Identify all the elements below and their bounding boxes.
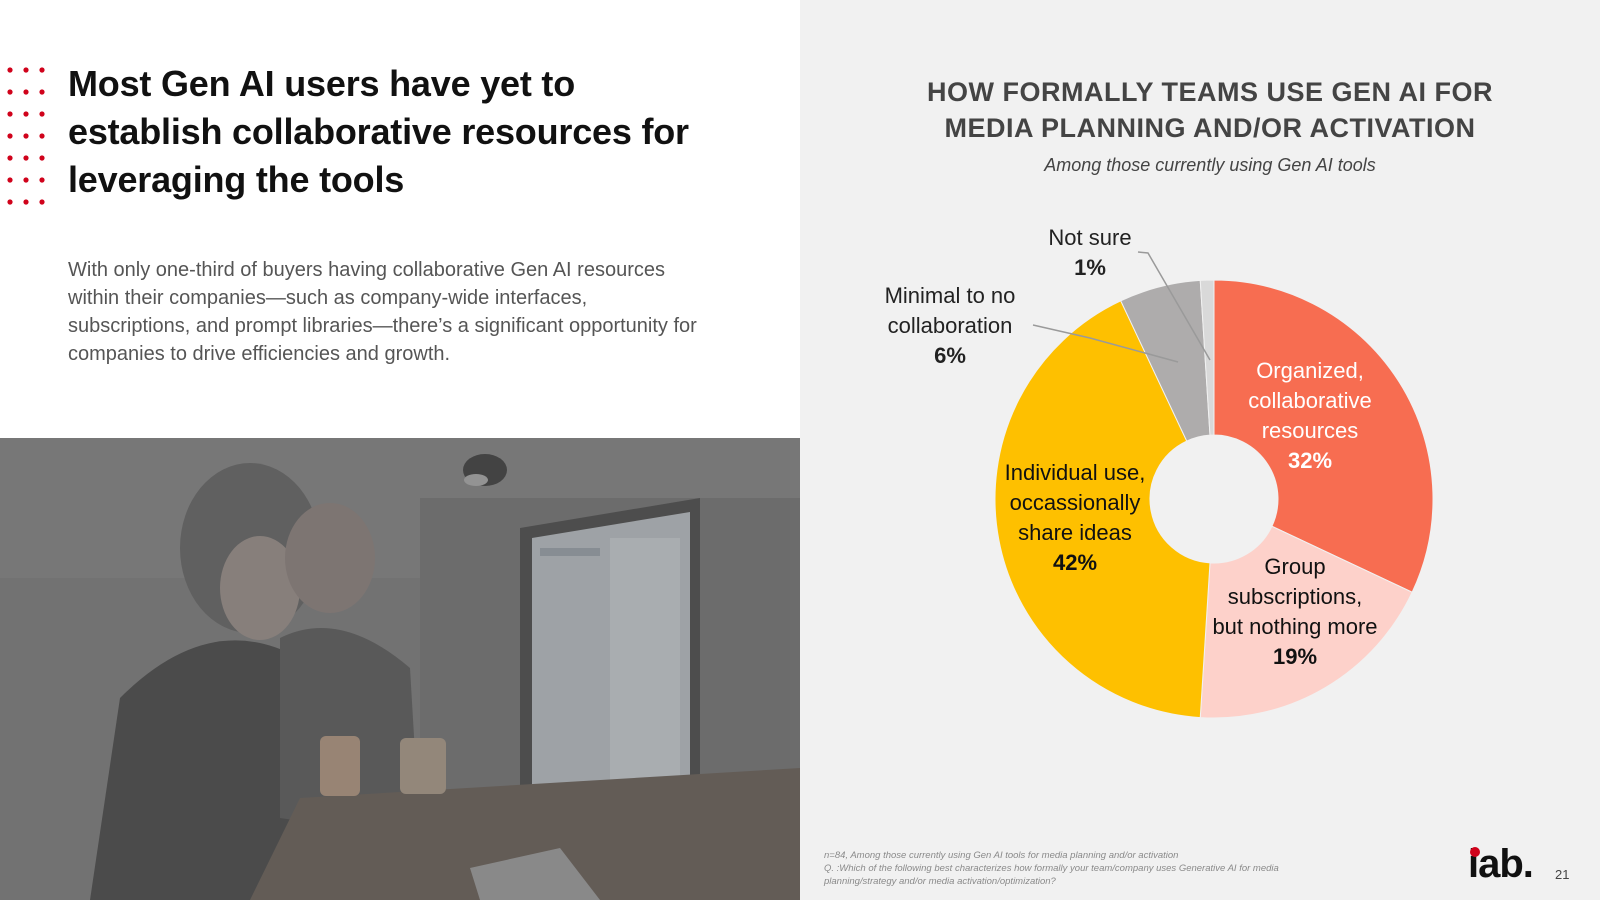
label-organized-l3: resources — [1261, 418, 1359, 443]
label-group: Group subscriptions, but nothing more 19… — [1195, 552, 1395, 672]
value-group: 19% — [1272, 644, 1318, 669]
decorative-dot — [23, 199, 29, 205]
label-notsure-l1: Not sure — [1048, 225, 1132, 250]
donut-slice-organized — [1213, 279, 1434, 593]
iab-logo-dot — [1470, 847, 1480, 857]
slide-title: Most Gen AI users have yet to establish … — [68, 63, 689, 200]
decorative-dot — [39, 111, 45, 117]
label-individual: Individual use, occassionally share idea… — [995, 458, 1155, 578]
donut-slice-notsure — [1199, 279, 1215, 436]
value-organized: 32% — [1287, 448, 1333, 473]
decorative-dot — [7, 89, 13, 95]
value-notsure: 1% — [1074, 255, 1106, 280]
footnote-line2: Q. :Which of the following best characte… — [824, 863, 1279, 874]
right-panel — [800, 0, 1600, 900]
decorative-dot — [7, 177, 13, 183]
decorative-dot — [39, 133, 45, 139]
label-notsure: Not sure 1% — [1030, 223, 1150, 283]
decorative-dot — [39, 67, 45, 73]
leader-line-minimal — [1032, 324, 1179, 363]
left-panel: Most Gen AI users have yet to establish … — [0, 63, 800, 900]
decorative-dot — [7, 199, 13, 205]
label-minimal-l2: collaboration — [887, 313, 1013, 338]
decorative-dot — [7, 133, 13, 139]
slide-body-text: With only one-third of buyers having col… — [68, 259, 697, 365]
decorative-dot — [23, 67, 29, 73]
label-individual-l2: occassionally — [1009, 490, 1141, 515]
footnote: n=84, Among those currently using Gen AI… — [824, 849, 1344, 888]
decorative-dot — [39, 155, 45, 161]
value-individual: 42% — [1052, 550, 1098, 575]
decorative-dot — [7, 67, 13, 73]
donut-slice-group — [1199, 525, 1413, 719]
decorative-dot — [23, 133, 29, 139]
label-group-l1: Group — [1264, 554, 1326, 579]
decorative-dot — [7, 155, 13, 161]
label-minimal: Minimal to no collaboration 6% — [870, 281, 1030, 371]
page-number: 21 — [1555, 867, 1570, 882]
label-group-l3: but nothing more — [1212, 614, 1378, 639]
label-group-l2: subscriptions, — [1227, 584, 1363, 609]
label-organized-l1: Organized, — [1256, 358, 1364, 383]
office-photo — [0, 438, 800, 900]
donut-slice-individual — [994, 300, 1211, 719]
label-organized: Organized, collaborative resources 32% — [1230, 356, 1390, 476]
decorative-dot — [23, 177, 29, 183]
decorative-dot — [39, 89, 45, 95]
decorative-dot — [7, 111, 13, 117]
label-individual-l3: share ideas — [1018, 520, 1132, 545]
chart-subtitle: Among those currently using Gen AI tools — [1044, 155, 1376, 175]
value-minimal: 6% — [934, 343, 966, 368]
leader-line-notsure — [1137, 251, 1211, 361]
label-individual-l1: Individual use, — [1004, 460, 1146, 485]
label-organized-l2: collaborative — [1248, 388, 1372, 413]
decorative-dot-grid — [7, 67, 45, 205]
footnote-line3: planning/strategy and/or media activatio… — [824, 876, 1056, 887]
decorative-dot — [23, 111, 29, 117]
footnote-line1: n=84, Among those currently using Gen AI… — [824, 850, 1179, 861]
decorative-dot — [39, 177, 45, 183]
decorative-dot — [23, 89, 29, 95]
decorative-dot — [23, 155, 29, 161]
chart-title: HOW FORMALLY TEAMS USE GEN AI FOR MEDIA … — [926, 77, 1494, 143]
decorative-dot — [39, 199, 45, 205]
label-minimal-l1: Minimal to no — [884, 283, 1016, 308]
